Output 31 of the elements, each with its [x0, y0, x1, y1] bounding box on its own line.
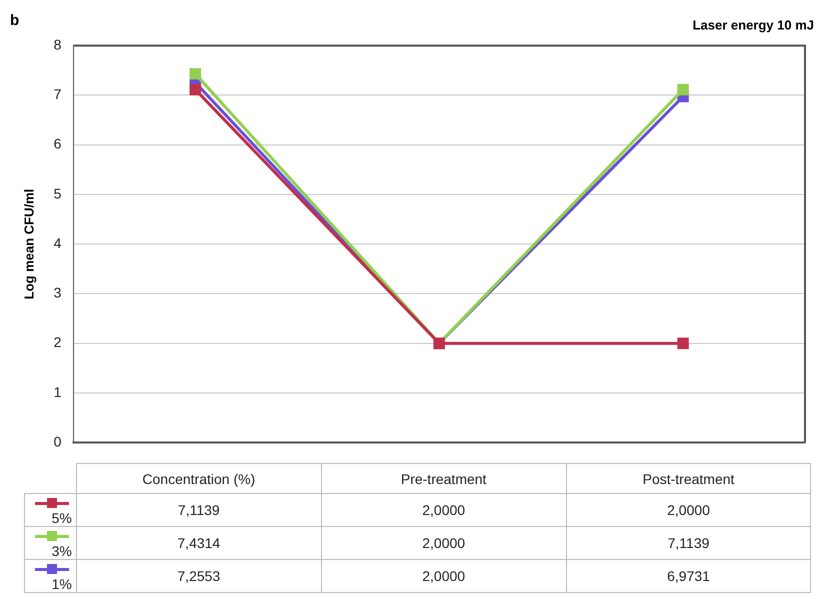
data-label: 2,0000	[321, 560, 566, 592]
point	[190, 84, 202, 96]
y-tick-label: 5	[54, 185, 62, 202]
legend-label: 3%	[52, 543, 72, 559]
data-label: 7,2553	[76, 560, 322, 592]
y-tick-label: 3	[54, 284, 62, 301]
y-tick-label: 2	[54, 334, 62, 350]
legend-label: 1%	[52, 576, 72, 592]
y-tick-label: 6	[54, 136, 62, 152]
y-axis-title: Log mean CFU/ml	[21, 188, 36, 300]
x-tick-label: Post-treatment	[566, 464, 811, 494]
chart-title: Laser energy 10 mJ	[692, 17, 814, 32]
point	[190, 68, 202, 80]
y-tick-label: 8	[54, 36, 62, 52]
y-tick-label: 4	[54, 234, 62, 251]
data-label: 2,0000	[566, 494, 811, 526]
data-label: 2,0000	[321, 526, 566, 560]
y-tick-label: 7	[54, 86, 62, 102]
data-label: 7,1139	[76, 494, 322, 526]
legend-label: 5%	[52, 510, 72, 526]
data-label: 7,1139	[566, 526, 811, 560]
data-label: 2,0000	[321, 494, 566, 526]
y-tick-label: 0	[54, 433, 62, 450]
point	[677, 84, 689, 96]
y-tick-label: 1	[54, 384, 62, 400]
x-tick-label: Concentration (%)	[76, 464, 322, 494]
data-label: 6,9731	[566, 560, 811, 592]
point	[677, 338, 689, 350]
x-tick-label: Pre-treatment	[321, 464, 566, 494]
data-label: 7,4314	[76, 526, 322, 560]
text: b	[10, 12, 20, 29]
